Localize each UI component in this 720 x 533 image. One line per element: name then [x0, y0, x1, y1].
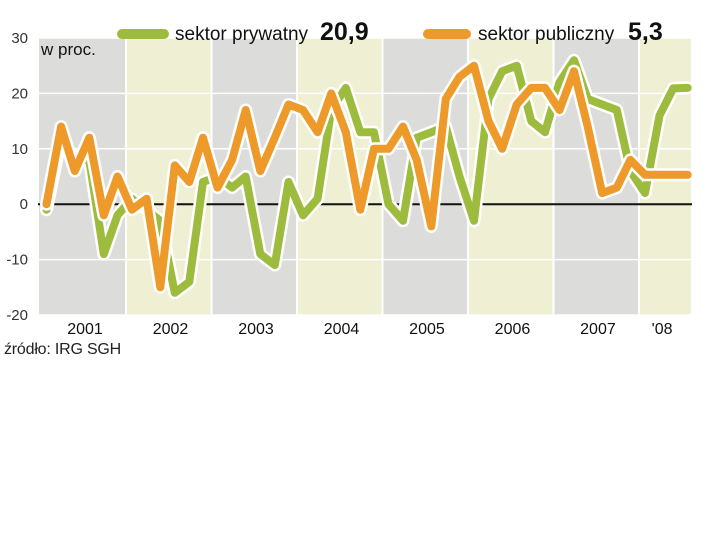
x-label-2002: 2002 — [153, 321, 189, 338]
legend: sektor prywatny 20,9 sektor publiczny 5,… — [117, 18, 663, 46]
legend-label-publiczny: sektor publiczny — [478, 24, 615, 45]
y-tick-labels: 30 20 10 0 -10 -20 — [6, 30, 28, 324]
x-label-2003: 2003 — [238, 321, 274, 338]
series-line-publiczny — [42, 61, 692, 292]
x-label-2005: 2005 — [409, 321, 445, 338]
x-label-2007: 2007 — [580, 321, 616, 338]
x-label-08: '08 — [652, 321, 673, 338]
series-layer — [40, 53, 695, 300]
unit-label: w proc. — [40, 40, 96, 59]
y-tick-label: -20 — [6, 307, 28, 324]
legend-label-prywatny: sektor prywatny — [175, 24, 309, 45]
legend-value-publiczny: 5,3 — [628, 18, 663, 46]
x-label-2006: 2006 — [495, 321, 531, 338]
y-tick-label: 0 — [20, 196, 28, 213]
y-tick-label: -10 — [6, 252, 28, 269]
x-label-2004: 2004 — [324, 321, 360, 338]
legend-value-prywatny: 20,9 — [320, 18, 369, 46]
x-period-labels: 2001 2002 2003 2004 2005 2006 2007 '08 — [67, 321, 672, 338]
y-tick-label: 10 — [11, 141, 28, 158]
y-tick-label: 30 — [11, 30, 28, 47]
source-note: źródło: IRG SGH — [4, 341, 122, 358]
x-label-2001: 2001 — [67, 321, 103, 338]
y-tick-label: 20 — [11, 85, 28, 102]
